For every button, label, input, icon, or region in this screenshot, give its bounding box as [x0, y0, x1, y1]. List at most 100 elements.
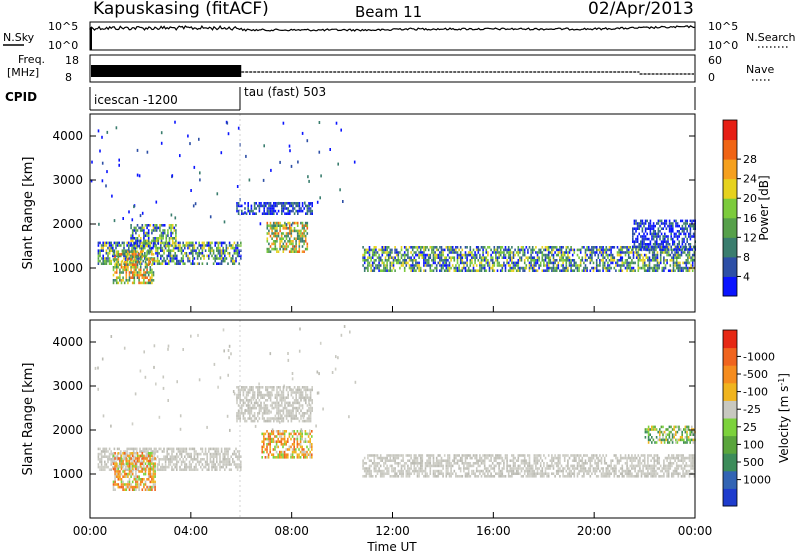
- echo-cell: [184, 262, 186, 265]
- echo-cell: [570, 261, 572, 265]
- echo-cell: [169, 447, 172, 451]
- echo-cell: [222, 452, 224, 456]
- echo-cell: [429, 472, 432, 475]
- echo-cell: [683, 261, 686, 265]
- echo-cell: [434, 246, 436, 249]
- echo-cell: [523, 464, 526, 468]
- echo-cell: [216, 241, 218, 245]
- echo-cell: [499, 246, 502, 249]
- echo-cell: [453, 454, 456, 457]
- echo-cell: [169, 249, 172, 252]
- echo-cell: [152, 242, 155, 245]
- echo-cell: [171, 257, 173, 260]
- echo-cell: [362, 475, 364, 478]
- echo-cell: [114, 465, 116, 468]
- echo-cell: [252, 414, 254, 418]
- echo-cell: [448, 264, 451, 267]
- echo-cell: [257, 388, 259, 392]
- echo-cell: [247, 417, 249, 420]
- echo-cell: [284, 227, 286, 230]
- echo-cell: [407, 261, 409, 265]
- echo-cell: [300, 409, 302, 412]
- echo-cell: [159, 237, 161, 240]
- echo-cell-sparse: [329, 148, 331, 151]
- echo-cell: [477, 259, 480, 262]
- echo-cell: [153, 259, 156, 263]
- echo-cell: [119, 472, 121, 476]
- echo-cell: [156, 257, 159, 260]
- echo-cell: [400, 475, 403, 478]
- echo-cell: [498, 246, 500, 249]
- echo-cell: [657, 230, 660, 233]
- echo-cell: [118, 254, 120, 258]
- echo-cell: [300, 221, 302, 225]
- echo-cell: [562, 259, 564, 262]
- echo-cell: [222, 455, 224, 458]
- echo-cell: [166, 455, 168, 458]
- echo-cell: [211, 241, 213, 245]
- echo-cell: [407, 475, 409, 478]
- echo-cell: [247, 207, 249, 210]
- echo-cell: [675, 222, 677, 225]
- echo-cell: [624, 251, 627, 254]
- echo-cell: [293, 440, 295, 443]
- echo-cell: [673, 235, 676, 238]
- echo-cell: [143, 229, 145, 232]
- echo-cell: [368, 261, 371, 265]
- echo-cell: [642, 266, 644, 270]
- echo-cell: [225, 465, 228, 469]
- echo-cell: [367, 454, 369, 457]
- echo-cell: [160, 468, 162, 471]
- echo-cell: [216, 458, 218, 461]
- echo-cell: [242, 388, 245, 392]
- echo-cell: [423, 469, 425, 473]
- echo-cell: [104, 447, 106, 451]
- echo-cell: [517, 454, 520, 457]
- echo-cell: [629, 269, 632, 272]
- echo-cell: [411, 459, 414, 462]
- echo-cell: [440, 253, 443, 257]
- echo-cell: [421, 251, 424, 254]
- echo-cell: [289, 212, 291, 215]
- echo-cell: [378, 269, 380, 272]
- echo-cell: [112, 483, 115, 486]
- echo-cell: [440, 259, 443, 262]
- echo-cell: [647, 266, 649, 270]
- echo-cell: [131, 454, 134, 458]
- echo-cell: [371, 454, 374, 457]
- echo-cell: [632, 240, 634, 243]
- echo-cell: [445, 266, 448, 270]
- echo-cell: [600, 259, 603, 262]
- echo-cell: [498, 462, 500, 465]
- echo-cell: [120, 281, 123, 285]
- echo-cell: [663, 266, 665, 270]
- echo-cell: [479, 248, 481, 252]
- echo-cell: [504, 256, 507, 259]
- echo-cell: [435, 269, 438, 272]
- echo-cell: [670, 224, 672, 228]
- echo-cell: [608, 259, 611, 262]
- echo-cell: [268, 417, 270, 420]
- echo-cell: [249, 414, 251, 418]
- colorbar-swatch: [723, 256, 737, 277]
- echo-cell: [280, 240, 283, 243]
- echo-cell: [245, 399, 248, 402]
- echo-cell: [276, 227, 278, 230]
- echo-cell: [288, 240, 291, 243]
- echo-cell: [386, 259, 388, 262]
- echo-cell: [176, 259, 178, 263]
- echo-cell: [654, 245, 656, 249]
- echo-cell: [424, 261, 427, 265]
- echo-cell: [242, 391, 245, 394]
- echo-cell: [214, 463, 216, 466]
- echo-cell: [173, 244, 176, 248]
- echo-cell: [233, 259, 236, 263]
- echo-cell: [680, 219, 682, 223]
- echo-cell: [648, 243, 650, 246]
- echo-cell: [220, 241, 223, 245]
- echo-cell: [546, 248, 548, 252]
- echo-cell: [152, 253, 155, 256]
- echo-cell: [253, 404, 256, 407]
- echo-cell: [403, 462, 406, 465]
